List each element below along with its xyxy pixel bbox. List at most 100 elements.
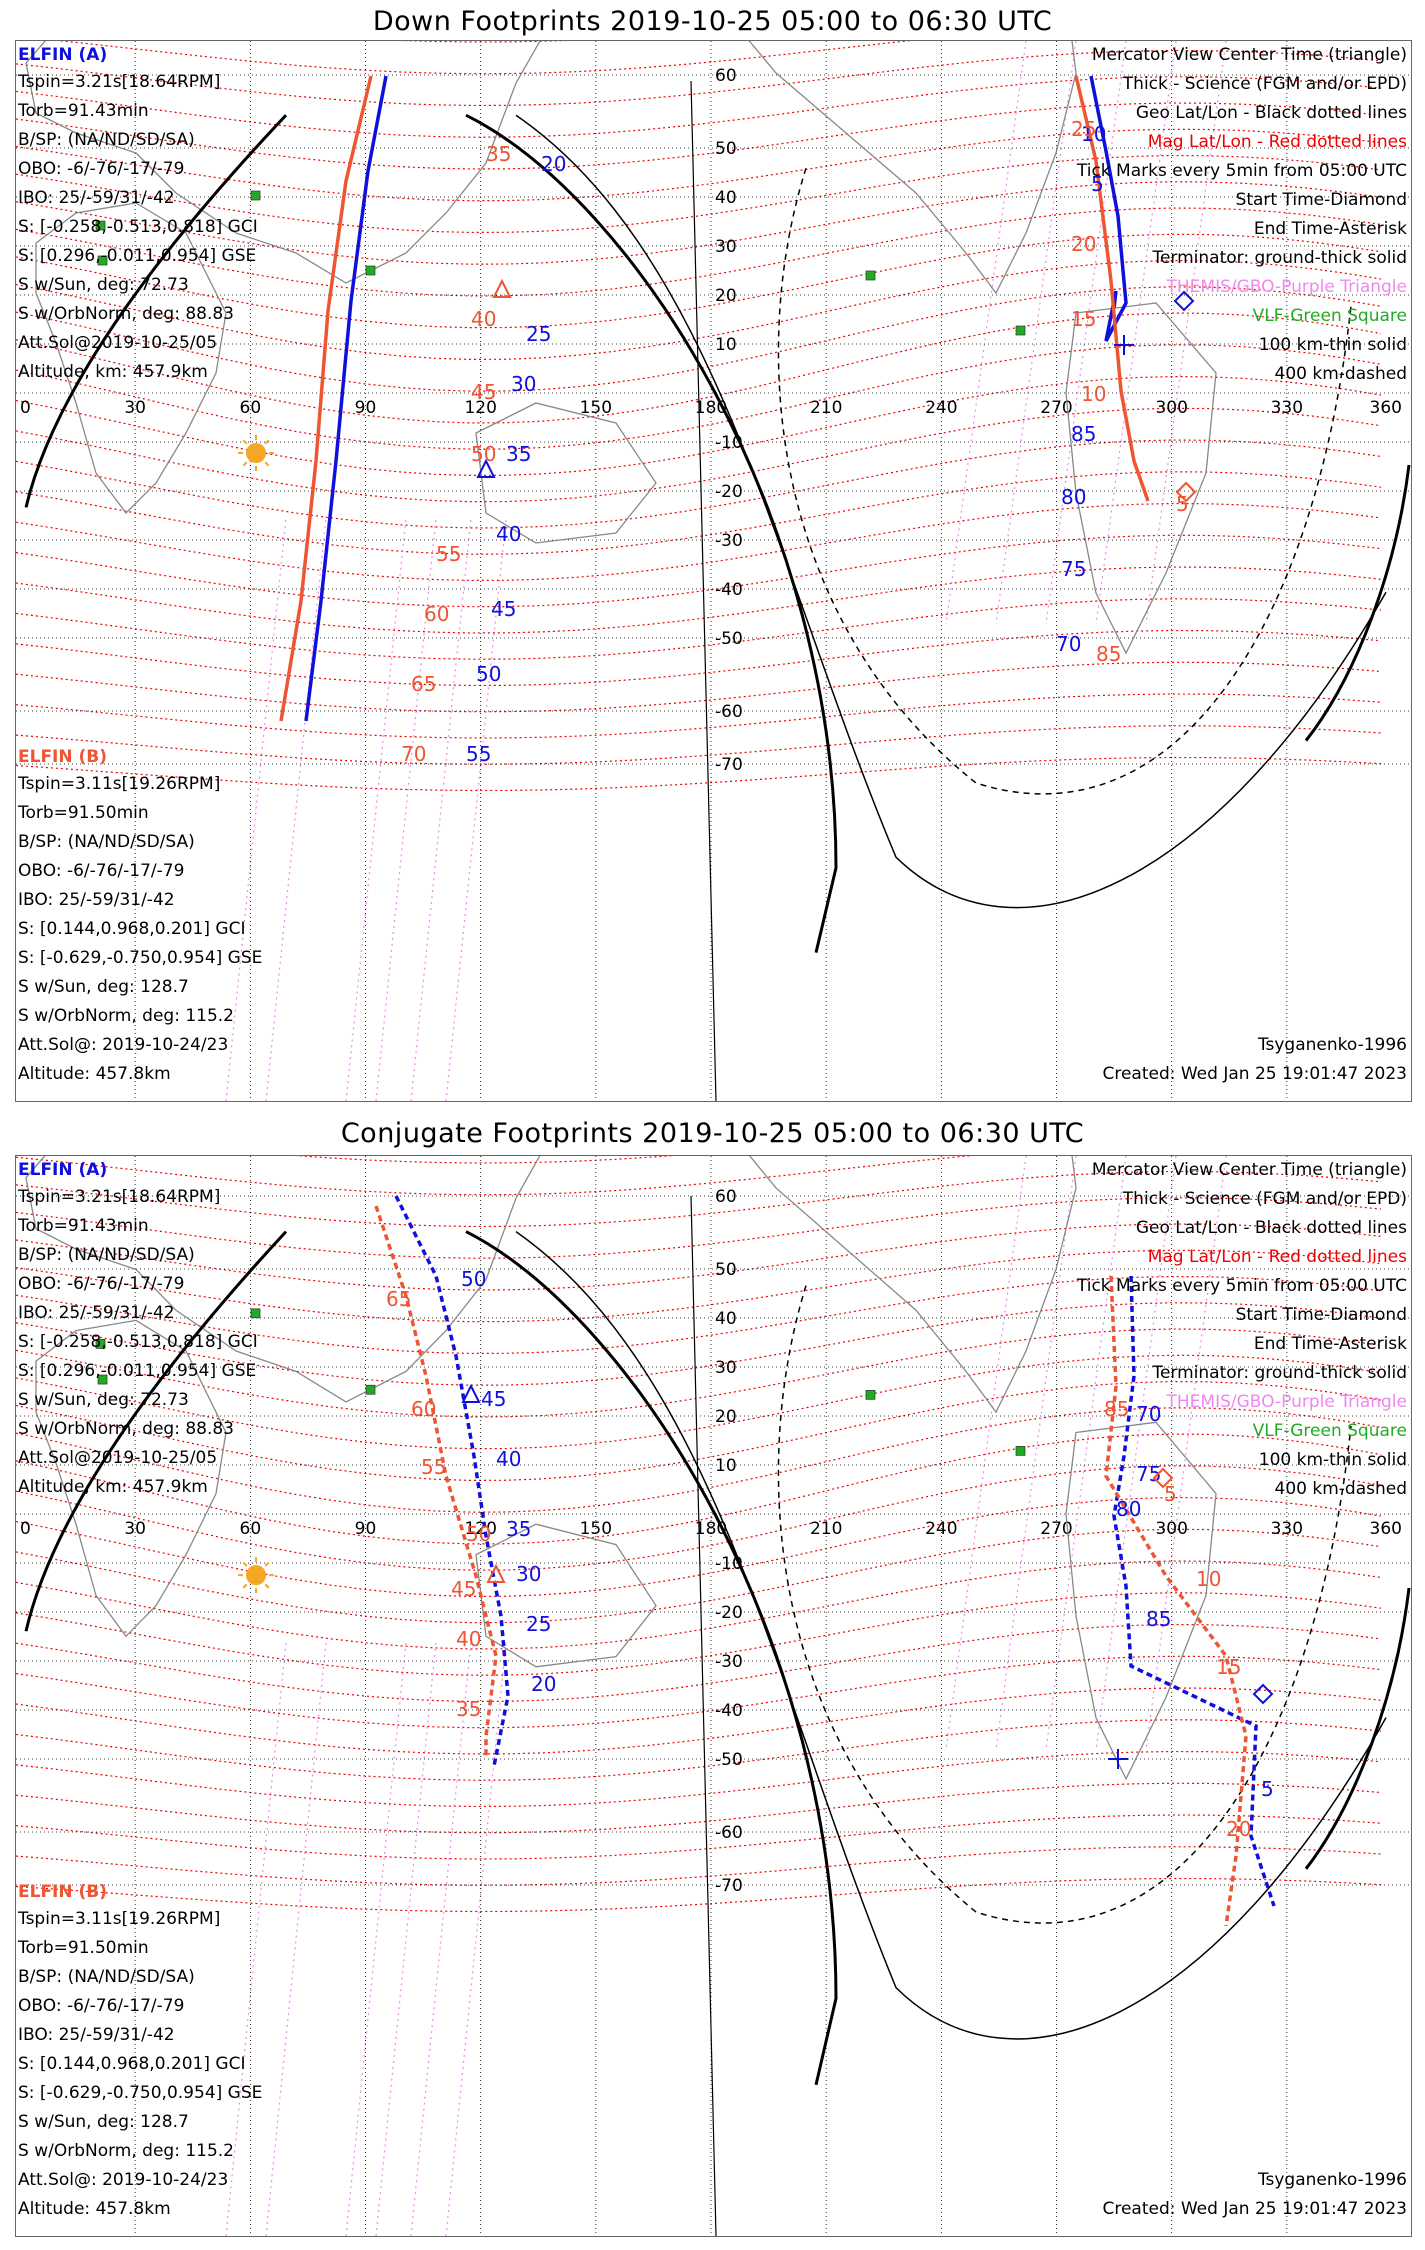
- elfin-a-tick-label: 75: [1061, 557, 1086, 581]
- lon-tick-label: 30: [124, 398, 146, 418]
- elfin-b-tick-label: 15: [1216, 1655, 1241, 1679]
- mag-lon-line: [1095, 1156, 1177, 1751]
- center-time-triangle: [476, 458, 496, 478]
- mag-lon-line: [345, 517, 407, 1101]
- mag-lat-line: [16, 233, 1382, 329]
- legend-item: Thick - Science (FGM and/or EPD): [1122, 74, 1407, 94]
- mag-lon-line: [1145, 41, 1227, 625]
- legend-item: 100 km-thin solid: [1258, 335, 1407, 355]
- center-time-triangle: [486, 1563, 506, 1583]
- elfin-b-line: B/SP: (NA/ND/SD/SA): [18, 832, 195, 852]
- lon-tick-label: 360: [1370, 1519, 1402, 1539]
- terminator-ground: [1304, 1587, 1411, 1870]
- terminator-ground: [1304, 464, 1411, 742]
- mag-lon-line: [345, 1641, 407, 2236]
- legend-item: End Time-Asterisk: [1253, 1334, 1407, 1354]
- elfin-a-line: Tspin=3.21s[18.64RPM]: [18, 1187, 221, 1207]
- elfin-a-line: S w/Sun, deg: 72.73: [18, 1390, 189, 1410]
- mag-lat-line: [16, 439, 1382, 529]
- mag-lat-line: [16, 1782, 1382, 1834]
- coastline: [35, 1319, 227, 1638]
- legend-item: Terminator: ground-thick solid: [1152, 1363, 1407, 1383]
- elfin-b-line: Att.Sol@: 2019-10-24/23: [18, 1035, 229, 1055]
- mag-lat-line: [16, 154, 1382, 234]
- lat-tick-label: 20: [715, 286, 737, 306]
- mag-lon-line: [375, 517, 437, 1101]
- elfin-a-line: Tspin=3.21s[18.64RPM]: [18, 72, 221, 92]
- mag-lat-line: [16, 661, 1382, 713]
- midnight-line: [690, 80, 717, 1101]
- created-label: Created: Wed Jan 25 19:01:47 2023: [1102, 1064, 1407, 1084]
- elfin-a-tick-label: 30: [516, 1562, 541, 1586]
- mag-lon-line: [1045, 1156, 1127, 1751]
- lon-tick-label: 120: [464, 1519, 496, 1539]
- sun-icon: [246, 1565, 266, 1586]
- lat-tick-label: -70: [715, 1876, 743, 1896]
- elfin-b-line: S w/OrbNorm, deg: 115.2: [18, 1006, 235, 1026]
- elfin-a-tick-label: 5: [1261, 1777, 1274, 1801]
- start-time-diamond: [1252, 1683, 1274, 1705]
- elfin-b-tick-label: 55: [436, 542, 461, 566]
- mag-lat-line: [16, 1328, 1382, 1418]
- center-time-triangle: [492, 278, 512, 298]
- lon-tick-label: 0: [20, 398, 31, 418]
- model-label: Tsyganenko-1996: [1257, 2170, 1407, 2190]
- start-time-diamond: [1175, 481, 1197, 503]
- elfin-a-tick-label: 20: [531, 1672, 556, 1696]
- elfin-b-line: S: [0.144,0.968,0.201] GCI: [18, 919, 246, 939]
- lon-tick-label: 60: [240, 1519, 262, 1539]
- elfin-a-track-west: [304, 75, 388, 722]
- elfin-b-line: S w/Sun, deg: 128.7: [18, 977, 189, 997]
- elfin-b-tick-label: 20: [1071, 232, 1096, 256]
- mag-lon-line: [945, 41, 1027, 625]
- lon-tick-label: 150: [580, 1519, 612, 1539]
- footprint-400km: [777, 167, 1352, 795]
- mag-lat-line: [16, 1846, 1382, 1886]
- mag-lat-line: [16, 1465, 1382, 1571]
- legend-item: VLF-Green Square: [1252, 306, 1407, 326]
- lat-tick-label: -60: [715, 1823, 743, 1843]
- elfin-b-line: S: [-0.629,-0.750,0.954] GSE: [18, 948, 263, 968]
- elfin-a-track-west: [394, 1195, 510, 1767]
- elfin-a-line: S: [-0.258,-0.513,0.818] GCI: [18, 1332, 258, 1352]
- lon-tick-label: 210: [810, 398, 842, 418]
- lon-tick-label: 300: [1155, 1519, 1187, 1539]
- mag-lat-line: [16, 566, 1382, 634]
- elfin-a-tick-label: 70: [1056, 632, 1081, 656]
- vlf-station-square: [97, 255, 108, 266]
- elfin-b-track-east: [1074, 75, 1150, 502]
- mag-lon-line: [265, 517, 327, 1101]
- elfin-b-line: S: [-0.629,-0.750,0.954] GSE: [18, 2083, 263, 2103]
- elfin-b-tick-label: 70: [401, 742, 426, 766]
- lat-tick-label: 50: [715, 1260, 737, 1280]
- mag-lon-line: [1045, 41, 1127, 625]
- elfin-a-line: Att.Sol@2019-10-25/05: [18, 333, 218, 353]
- elfin-b-name: ELFIN (B): [18, 1882, 108, 1902]
- elfin-a-tick-label: 10: [1081, 122, 1106, 146]
- lon-tick-label: 120: [464, 398, 496, 418]
- elfin-b-tick-label: 40: [456, 1627, 481, 1651]
- mag-lon-line: [1145, 1156, 1227, 1751]
- mag-lat-line: [16, 344, 1382, 450]
- elfin-b-line: Tspin=3.11s[19.26RPM]: [18, 1909, 221, 1929]
- mag-lat-line: [16, 1275, 1382, 1355]
- footprint-100km: [515, 1230, 1387, 2040]
- elfin-a-tick-label: 45: [481, 1387, 506, 1411]
- down-footprints-map: 70 60 50 40 30 20 10 -10 -20 -30 -40 -50 -60 -70 0 30 60…: [16, 41, 1411, 1101]
- legend-item: Mag Lat/Lon - Red dotted lines: [1147, 132, 1407, 152]
- mag-lat-line: [16, 181, 1382, 265]
- terminator-ground: [24, 114, 288, 508]
- vlf-station-square: [865, 1389, 876, 1400]
- sun-ray: [264, 461, 270, 467]
- mag-lat-line: [16, 128, 1382, 202]
- lon-tick-label: 240: [925, 1519, 957, 1539]
- elfin-a-tick-label: 40: [496, 522, 521, 546]
- elfin-b-line: Torb=91.50min: [18, 803, 149, 823]
- elfin-b-tick-label: 15: [1071, 307, 1096, 331]
- vlf-station-square: [250, 190, 261, 201]
- elfin-a-tick-label: 45: [491, 597, 516, 621]
- lon-tick-label: 300: [1155, 398, 1187, 418]
- down-footprints-panel: 70 60 50 40 30 20 10 -10 -20 -30 -40 -50 -60 -70 0 30 60…: [15, 40, 1412, 1102]
- mag-lon-line: [995, 1156, 1077, 1751]
- coastline: [749, 1156, 1077, 1414]
